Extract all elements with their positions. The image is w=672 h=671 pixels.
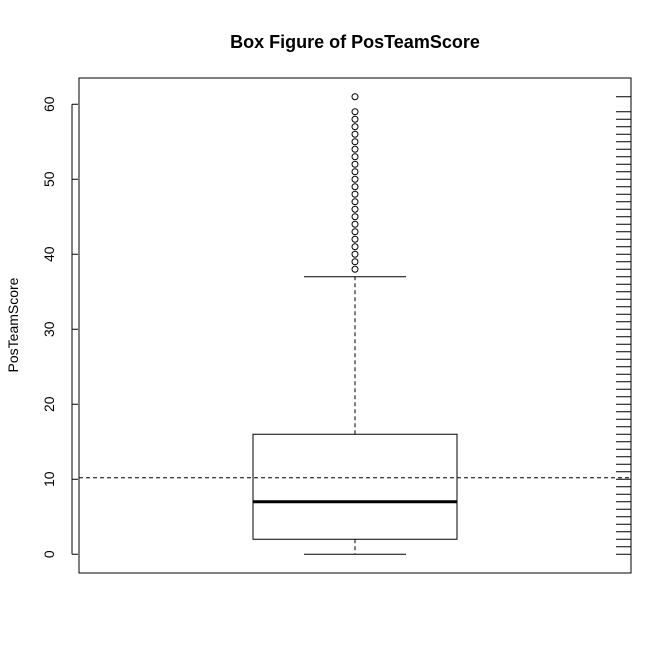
outlier-point xyxy=(351,250,359,258)
outlier-point xyxy=(351,160,359,168)
outlier-point xyxy=(351,228,359,236)
outlier-point xyxy=(351,183,359,191)
outlier-point xyxy=(351,175,359,183)
outlier-point xyxy=(351,235,359,243)
y-tick-label: 30 xyxy=(41,321,57,337)
outlier-point xyxy=(351,243,359,251)
plot-frame xyxy=(78,77,632,574)
outlier-point xyxy=(351,138,359,146)
y-tick-label: 50 xyxy=(41,171,57,187)
outlier-point xyxy=(351,213,359,221)
iqr-box xyxy=(252,433,458,540)
y-tick-label: 20 xyxy=(41,396,57,412)
y-tick-label: 40 xyxy=(41,246,57,262)
outlier-point xyxy=(351,258,359,266)
outlier-point xyxy=(351,130,359,138)
y-axis-label: PosTeamScore xyxy=(5,277,21,372)
y-tick-label: 0 xyxy=(41,550,57,558)
outlier-point xyxy=(351,145,359,153)
outlier-point xyxy=(351,93,359,101)
y-tick-label: 60 xyxy=(41,96,57,112)
outlier-point xyxy=(351,220,359,228)
outlier-point xyxy=(351,190,359,198)
outlier-point xyxy=(351,123,359,131)
y-axis: 0 10 20 30 40 50 60 xyxy=(41,96,78,558)
outlier-point xyxy=(351,153,359,161)
outlier-point xyxy=(351,265,359,273)
outlier-point xyxy=(351,205,359,213)
chart-title: Box Figure of PosTeamScore xyxy=(230,32,480,52)
outlier-point xyxy=(351,115,359,123)
outlier-point xyxy=(351,108,359,116)
outlier-point xyxy=(351,168,359,176)
y-tick-label: 10 xyxy=(41,471,57,487)
outlier-point xyxy=(351,198,359,206)
plot-marks xyxy=(79,93,631,555)
